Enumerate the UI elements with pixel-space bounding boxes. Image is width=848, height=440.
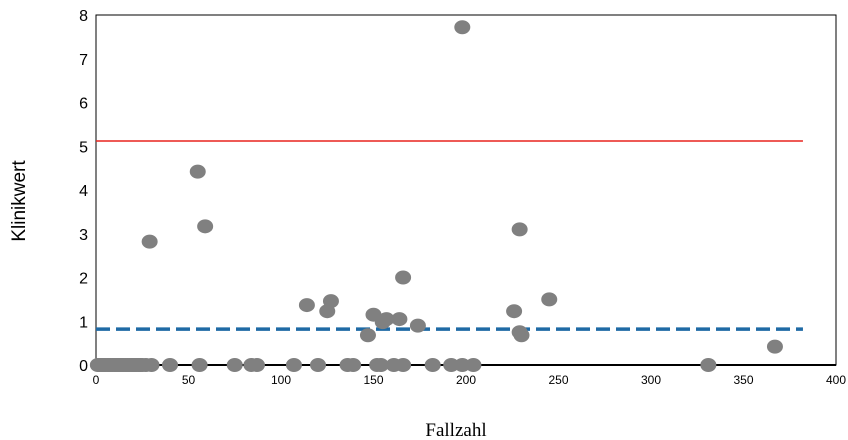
data-point [191,358,208,372]
data-points [89,20,783,372]
y-tick-label: 2 [79,271,88,288]
data-point [424,358,441,372]
data-point [391,312,408,327]
data-point [513,328,530,343]
x-tick-label: 350 [733,373,753,387]
y-tick-label: 0 [79,358,88,375]
data-point [162,358,178,372]
y-tick-label: 1 [79,314,88,331]
y-axis-ticks: 0 1 2 3 4 5 6 7 8 [79,8,88,375]
data-point [359,328,376,343]
x-tick-label: 300 [641,373,661,387]
plot-frame [95,14,837,366]
data-point [465,358,482,372]
data-point [197,219,214,234]
y-tick-label: 8 [79,8,88,25]
x-tick-label: 0 [93,373,100,387]
data-point [298,298,315,313]
data-point [143,358,160,372]
y-tick-label: 4 [79,183,88,200]
x-tick-label: 50 [182,373,196,387]
data-point [345,358,362,372]
data-point [285,358,302,372]
data-point [409,318,426,333]
y-tick-label: 6 [79,96,88,113]
x-tick-label: 100 [271,373,291,387]
x-tick-label: 250 [548,373,568,387]
data-point [454,20,471,35]
x-tick-label: 400 [826,373,846,387]
y-axis-label: Klinikwert [9,160,30,242]
data-point [506,304,523,319]
data-point [395,358,412,372]
y-tick-label: 5 [79,139,88,156]
data-point [189,164,206,179]
plot-area [95,14,837,366]
x-axis-ticks: 0 50 100 150 200 250 300 350 400 [93,373,847,387]
data-point [310,358,326,372]
y-tick-label: 3 [79,227,88,244]
data-point [141,234,158,249]
data-point [322,294,339,309]
data-point [700,358,717,372]
y-tick-label: 7 [79,52,88,69]
data-point [511,222,528,237]
data-point [766,339,783,354]
x-axis-label: Fallzahl [425,420,486,440]
data-point [541,292,558,307]
data-point [248,358,265,372]
data-point [226,358,243,372]
reference-lines [96,140,803,331]
x-tick-label: 200 [456,373,476,387]
x-tick-label: 150 [363,373,383,387]
data-point [395,270,412,285]
